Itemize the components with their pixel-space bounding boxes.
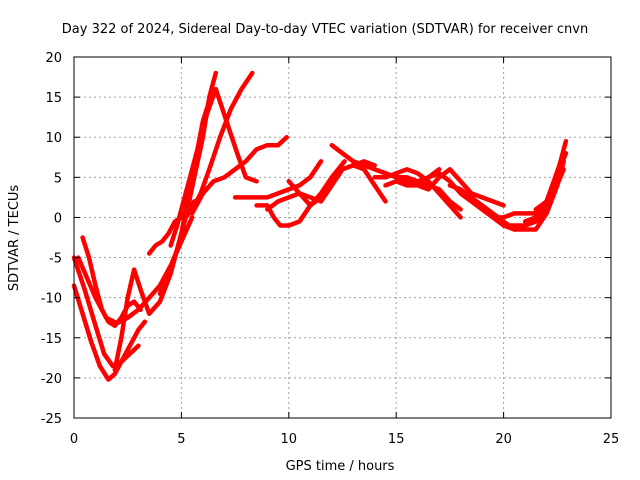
y-tick-label: -25 [41,412,62,427]
y-tick-label: 15 [45,91,62,106]
y-tick-label: 0 [54,211,62,226]
series-arc-8 [168,86,259,248]
chart-title: Day 322 of 2024, Sidereal Day-to-day VTE… [62,22,588,37]
series-arc-10 [189,134,289,216]
y-axis-label: SDTVAR / TECUs [7,185,22,292]
series-arc-14 [286,163,388,208]
plot-frame [73,56,612,419]
x-tick-label: 20 [495,432,512,447]
x-tick-label: 10 [281,432,298,447]
y-tick-label: -15 [41,332,62,347]
y-tick-label: -5 [49,252,62,267]
grid [74,57,611,418]
axis-ticks: 0 5 10 15 20 25 -25 -20 -15 -10 -5 0 5 10 15 20 [41,51,620,447]
x-axis-label: GPS time / hours [286,459,395,474]
x-tick-label: 0 [70,432,78,447]
series-arc-2 [71,255,141,369]
series-arc-16 [350,159,463,212]
series-arc-3 [80,235,143,328]
x-tick-label: 15 [388,432,405,447]
y-tick-label: -20 [41,372,62,387]
series-arc-17 [372,167,463,220]
series-group [71,70,569,382]
x-tick-label: 5 [177,432,185,447]
series-arc-1 [71,283,148,382]
series-arc-11 [232,159,324,200]
y-tick-label: -10 [41,292,62,307]
y-tick-label: 20 [45,51,62,66]
y-tick-label: 5 [54,171,62,186]
x-tick-label: 25 [603,432,620,447]
series-arc-5 [112,98,212,373]
series-arc-18 [383,167,506,208]
series-arc-24 [533,167,566,212]
y-tick-label: 10 [45,131,62,146]
